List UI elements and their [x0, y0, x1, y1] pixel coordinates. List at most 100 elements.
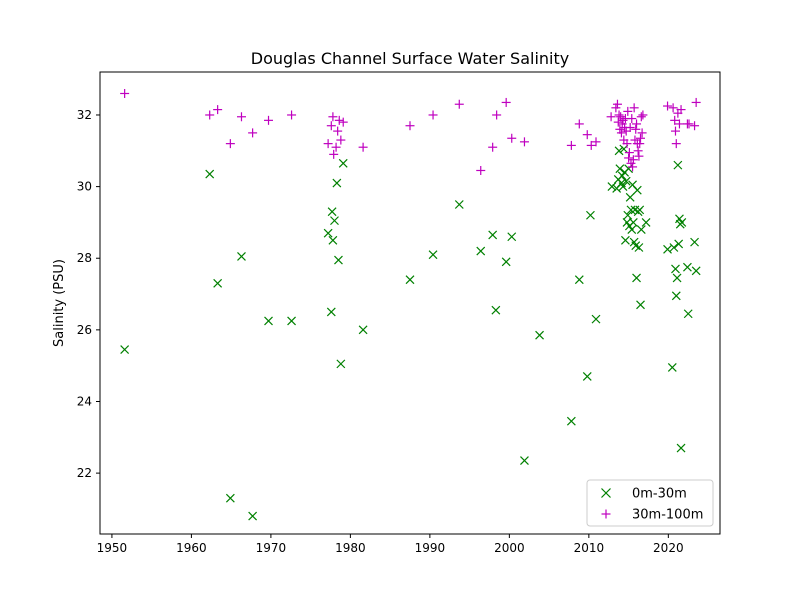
- data-point: [501, 257, 511, 267]
- data-point: [620, 235, 630, 245]
- data-point: [628, 155, 638, 165]
- legend-marker: [601, 509, 611, 519]
- data-point: [338, 158, 348, 168]
- data-point: [327, 207, 337, 217]
- data-point: [507, 133, 517, 143]
- legend-marker: [601, 488, 611, 498]
- data-point: [331, 142, 341, 152]
- data-point: [628, 217, 638, 227]
- data-point: [501, 97, 511, 107]
- data-point: [338, 117, 348, 127]
- data-point: [668, 103, 678, 113]
- chart-title: Douglas Channel Surface Water Salinity: [251, 49, 569, 68]
- data-point: [336, 135, 346, 145]
- data-point: [616, 128, 626, 138]
- data-point: [205, 169, 215, 179]
- data-point: [328, 235, 338, 245]
- data-point: [636, 133, 646, 143]
- data-point: [663, 101, 673, 111]
- data-point: [329, 149, 339, 159]
- data-point: [622, 139, 632, 149]
- data-point: [476, 165, 486, 175]
- data-point: [566, 416, 576, 426]
- data-point: [225, 139, 235, 149]
- data-point: [670, 115, 680, 125]
- data-point: [625, 123, 635, 133]
- data-point: [632, 119, 642, 129]
- data-point: [674, 239, 684, 249]
- data-point: [676, 105, 686, 115]
- data-point: [586, 140, 596, 150]
- y-tick-label: 24: [77, 394, 92, 408]
- data-point: [287, 316, 296, 326]
- x-tick-label: 1990: [415, 541, 446, 555]
- data-point: [574, 275, 584, 285]
- data-point: [328, 112, 338, 122]
- series-deep: [120, 88, 701, 175]
- data-point: [358, 142, 368, 152]
- y-axis-ticks: 22 24 26 28 30 32: [77, 108, 100, 480]
- data-point: [682, 262, 692, 272]
- x-tick-label: 1980: [335, 541, 366, 555]
- data-point: [330, 216, 339, 226]
- data-point: [635, 139, 645, 149]
- x-tick-label: 2000: [494, 541, 525, 555]
- data-point: [264, 115, 274, 125]
- data-point: [634, 243, 644, 252]
- y-tick-label: 32: [77, 108, 92, 122]
- data-point: [691, 97, 701, 107]
- data-point: [631, 124, 641, 134]
- data-point: [323, 228, 333, 238]
- x-tick-label: 1950: [97, 541, 128, 555]
- data-point: [428, 110, 438, 120]
- data-point: [671, 291, 681, 301]
- data-point: [635, 205, 645, 215]
- data-point: [632, 185, 642, 195]
- data-point: [624, 148, 634, 158]
- data-point: [264, 316, 273, 326]
- data-point: [676, 443, 686, 453]
- data-point: [671, 139, 681, 149]
- data-point: [248, 511, 258, 521]
- data-point: [120, 345, 130, 354]
- data-point: [618, 182, 628, 192]
- data-point: [287, 110, 297, 120]
- data-point: [623, 106, 633, 116]
- data-point: [625, 192, 635, 202]
- data-point: [507, 232, 517, 242]
- data-point: [629, 103, 639, 113]
- data-point: [358, 325, 368, 335]
- data-point: [225, 493, 235, 503]
- data-point: [323, 139, 333, 149]
- data-point: [591, 137, 601, 147]
- data-point: [334, 115, 344, 125]
- data-point: [633, 146, 643, 156]
- x-tick-label: 2020: [653, 541, 684, 555]
- data-point: [623, 210, 633, 220]
- x-tick-label: 1960: [176, 541, 207, 555]
- data-point: [669, 243, 679, 252]
- data-point: [628, 162, 638, 172]
- y-tick-label: 22: [77, 466, 92, 480]
- data-point: [213, 278, 223, 288]
- data-point: [614, 146, 624, 156]
- data-point: [618, 115, 628, 125]
- data-point: [612, 99, 622, 109]
- data-point: [671, 264, 680, 274]
- x-axis-ticks: 1950 1960 1970 1980 1990 2000 2010 2020: [97, 534, 684, 555]
- data-point: [336, 359, 346, 369]
- series-shallow: [120, 144, 701, 521]
- data-point: [205, 110, 215, 120]
- data-point: [248, 128, 258, 138]
- data-point: [582, 371, 592, 381]
- data-point: [673, 160, 683, 170]
- data-point: [636, 225, 646, 235]
- data-point: [582, 130, 592, 140]
- data-point: [632, 273, 641, 283]
- data-point: [684, 119, 694, 129]
- plot-marks: [120, 88, 701, 521]
- data-point: [606, 112, 616, 122]
- data-point: [237, 252, 246, 261]
- data-point: [690, 121, 700, 131]
